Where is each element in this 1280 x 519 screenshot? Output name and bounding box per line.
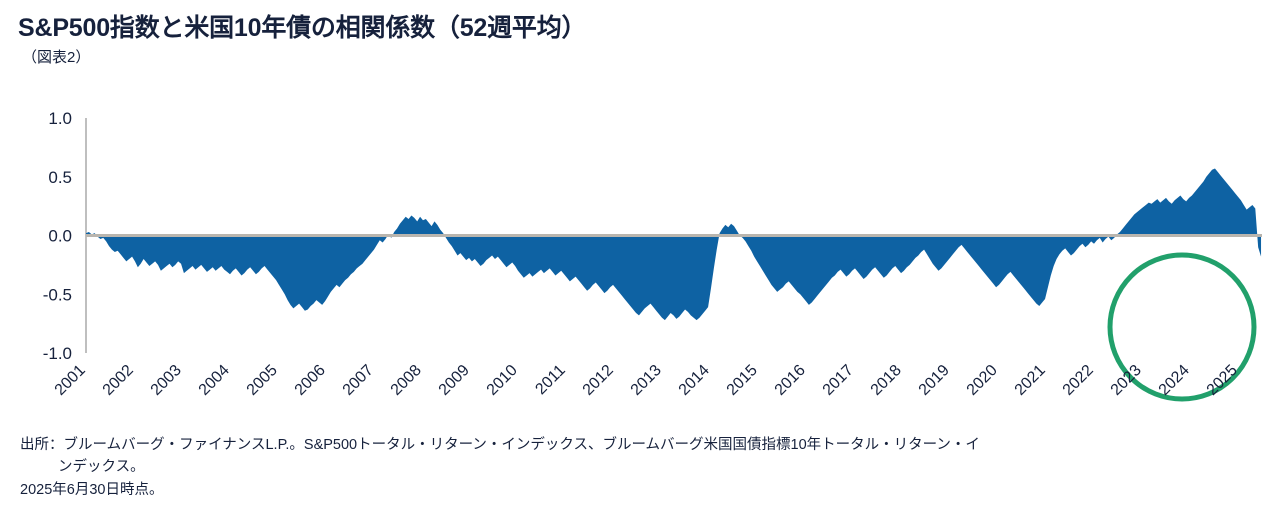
x-axis-tick-2025: 2025	[1204, 362, 1241, 399]
chart-container: 1.0 0.5 0.0 -0.5 -1.0 2001 2002 2003 2004 2005 20…	[0, 95, 1280, 415]
x-axis-tick-2008: 2008	[388, 362, 425, 399]
x-axis-tick-2005: 2005	[244, 362, 281, 399]
x-axis-tick-2013: 2013	[628, 362, 665, 399]
x-axis-tick-labels: 2001 2002 2003 2004 2005 2006 2007 2008 2009 2010…	[52, 362, 1241, 399]
highlight-ellipse	[1107, 252, 1257, 402]
x-axis-tick-2003: 2003	[148, 362, 185, 399]
x-axis-tick-2015: 2015	[724, 362, 761, 399]
page-subtitle: （図表2）	[22, 49, 91, 66]
x-axis-tick-2022: 2022	[1060, 362, 1097, 399]
y-axis-tick-1: 0.5	[48, 168, 72, 187]
x-axis-tick-2009: 2009	[436, 362, 473, 399]
source-footnote: 出所：ブルームバーグ・ファイナンスL.P.。S&P500トータル・リターン・イン…	[20, 434, 1264, 501]
page-title: S&P500指数と米国10年債の相関係数（52週平均）	[18, 14, 587, 42]
x-axis-tick-2020: 2020	[964, 362, 1001, 399]
x-axis-tick-2007: 2007	[340, 362, 377, 399]
x-axis-tick-2014: 2014	[676, 362, 713, 399]
x-axis-tick-2004: 2004	[196, 362, 233, 399]
footnote-line-3: 2025年6月30日時点。	[20, 481, 164, 498]
y-axis-tick-3: -0.5	[43, 285, 72, 304]
x-axis-tick-2021: 2021	[1012, 362, 1049, 399]
area-series-fill	[86, 168, 1262, 321]
y-axis-tick-0: 1.0	[48, 109, 72, 128]
correlation-area-chart: 1.00.50.0-0.5-1.0 2001 2002 2003 2004 2005 20…	[43, 109, 1262, 402]
x-axis-tick-2019: 2019	[916, 362, 953, 399]
x-axis-tick-2018: 2018	[868, 362, 905, 399]
x-axis-tick-2016: 2016	[772, 362, 809, 399]
x-axis-tick-2010: 2010	[484, 362, 521, 399]
x-axis-tick-2001: 2001	[52, 362, 89, 399]
footnote-line-2: ンデックス。	[58, 459, 145, 476]
y-axis-tick-labels: 1.0 0.5 0.0 -0.5 -1.0	[43, 109, 72, 363]
x-axis-tick-2011: 2011	[532, 362, 568, 398]
y-axis-tick-4: -1.0	[43, 344, 72, 363]
x-axis-tick-2017: 2017	[820, 362, 857, 399]
footnote-line-1: 出所：ブルームバーグ・ファイナンスL.P.。S&P500トータル・リターン・イン…	[20, 437, 980, 453]
x-axis-tick-2023: 2023	[1108, 362, 1145, 399]
x-axis-tick-2024: 2024	[1156, 362, 1193, 399]
x-axis-tick-2012: 2012	[580, 362, 617, 399]
x-axis-tick-2002: 2002	[100, 362, 137, 399]
x-axis-tick-2006: 2006	[292, 362, 329, 399]
y-axis-tick-2: 0.0	[48, 227, 72, 246]
